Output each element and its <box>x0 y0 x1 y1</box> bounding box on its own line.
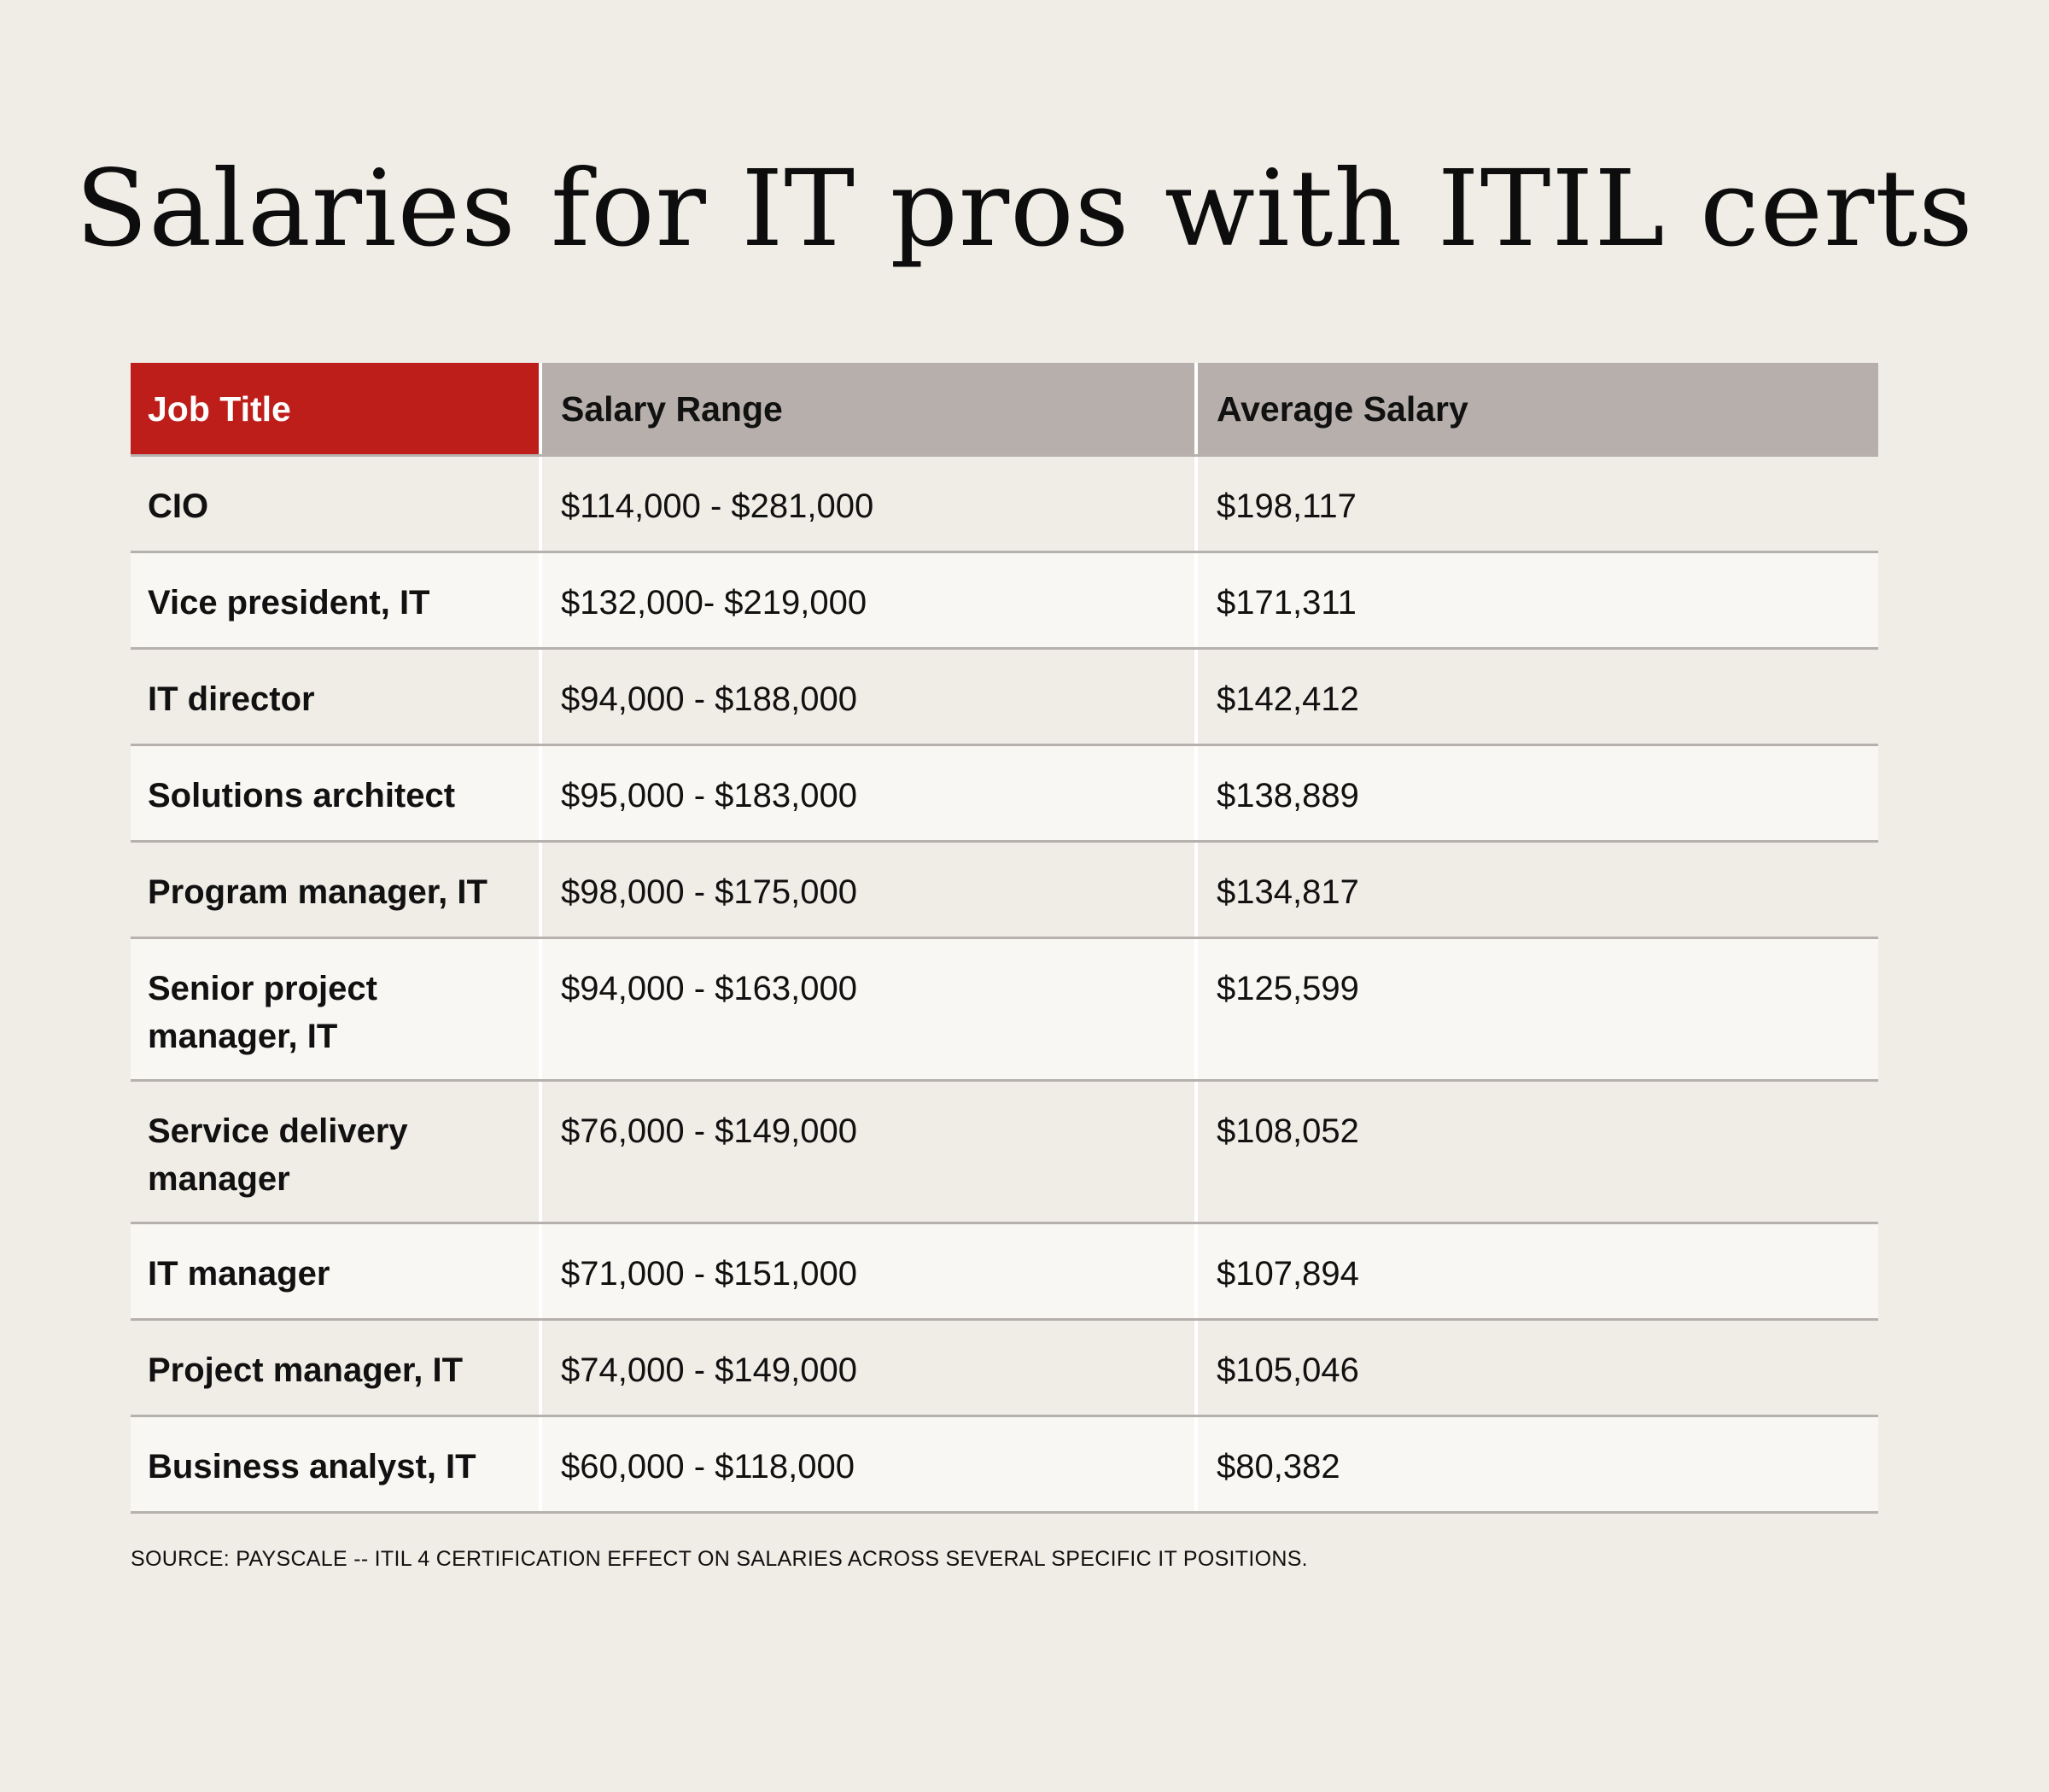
header-average-salary: Average Salary <box>1194 363 1878 454</box>
table-row: Solutions architect $95,000 - $183,000 $13… <box>131 746 1878 843</box>
cell-average-salary: $107,894 <box>1194 1224 1878 1318</box>
cell-job-title: Program manager, IT <box>148 873 487 911</box>
cell-salary-range: $76,000 - $149,000 <box>539 1082 1194 1222</box>
table-row: Vice president, IT $132,000- $219,000 $171… <box>131 553 1878 650</box>
cell-salary-range: $95,000 - $183,000 <box>539 746 1194 840</box>
table-body: CIO $114,000 - $281,000 $198,117 Vice presi… <box>131 457 1878 1514</box>
cell-average-salary: $198,117 <box>1194 457 1878 551</box>
salary-table: Job Title Salary Range Average Salary CI… <box>131 363 1878 1514</box>
table-header-row: Job Title Salary Range Average Salary <box>131 363 1878 457</box>
table-row: IT manager $71,000 - $151,000 $107,894 <box>131 1224 1878 1321</box>
table-row: Project manager, IT $74,000 - $149,000 $10… <box>131 1321 1878 1417</box>
header-job-title: Job Title <box>131 363 539 454</box>
cell-salary-range: $94,000 - $163,000 <box>539 939 1194 1079</box>
header-salary-range: Salary Range <box>539 363 1194 454</box>
cell-average-salary: $171,311 <box>1194 553 1878 647</box>
page-title: Salaries for IT pros with ITIL certs <box>75 148 1974 271</box>
cell-job-title: Business analyst, IT <box>148 1448 476 1486</box>
source-note: SOURCE: PAYSCALE -- ITIL 4 CERTIFICATION… <box>131 1547 1308 1571</box>
table-row: Senior project manager, IT $94,000 - $163,… <box>131 939 1878 1082</box>
cell-job-title: Project manager, IT <box>148 1351 464 1389</box>
cell-salary-range: $98,000 - $175,000 <box>539 843 1194 937</box>
cell-job-title: CIO <box>148 487 209 525</box>
table-row: Program manager, IT $98,000 - $175,000 $13… <box>131 843 1878 939</box>
cell-average-salary: $138,889 <box>1194 746 1878 840</box>
cell-job-title: Service delivery manager <box>148 1112 408 1198</box>
table-row: CIO $114,000 - $281,000 $198,117 <box>131 457 1878 553</box>
cell-job-title: Senior project manager, IT <box>148 970 377 1055</box>
cell-job-title: IT director <box>148 680 315 718</box>
cell-salary-range: $132,000- $219,000 <box>539 553 1194 647</box>
cell-salary-range: $71,000 - $151,000 <box>539 1224 1194 1318</box>
cell-salary-range: $60,000 - $118,000 <box>539 1417 1194 1511</box>
cell-average-salary: $142,412 <box>1194 650 1878 744</box>
cell-job-title: IT manager <box>148 1255 330 1293</box>
cell-average-salary: $108,052 <box>1194 1082 1878 1222</box>
table-row: Service delivery manager $76,000 - $149,00… <box>131 1082 1878 1224</box>
cell-average-salary: $134,817 <box>1194 843 1878 937</box>
cell-average-salary: $105,046 <box>1194 1321 1878 1415</box>
cell-salary-range: $114,000 - $281,000 <box>539 457 1194 551</box>
table-row: IT director $94,000 - $188,000 $142,412 <box>131 650 1878 746</box>
cell-salary-range: $74,000 - $149,000 <box>539 1321 1194 1415</box>
cell-job-title: Vice president, IT <box>148 584 430 622</box>
cell-salary-range: $94,000 - $188,000 <box>539 650 1194 744</box>
cell-average-salary: $125,599 <box>1194 939 1878 1079</box>
table-row: Business analyst, IT $60,000 - $118,000 $8… <box>131 1417 1878 1514</box>
cell-average-salary: $80,382 <box>1194 1417 1878 1511</box>
cell-job-title: Solutions architect <box>148 777 456 814</box>
